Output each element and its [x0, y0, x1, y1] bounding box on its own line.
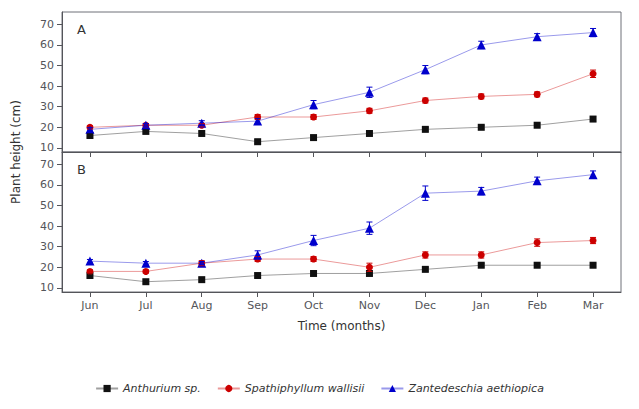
svg-text:50: 50: [40, 199, 54, 212]
svg-text:30: 30: [40, 100, 54, 113]
svg-text:70: 70: [40, 18, 54, 31]
svg-text:60: 60: [40, 38, 54, 51]
svg-text:40: 40: [40, 80, 54, 93]
svg-text:Nov: Nov: [359, 299, 381, 312]
svg-text:Jun: Jun: [80, 299, 98, 312]
svg-text:Time (months): Time (months): [297, 319, 386, 333]
svg-text:20: 20: [40, 121, 54, 134]
svg-text:Mar: Mar: [583, 299, 604, 312]
svg-text:Sep: Sep: [247, 299, 268, 312]
svg-text:B: B: [77, 162, 86, 177]
svg-text:Oct: Oct: [304, 299, 324, 312]
svg-text:Jul: Jul: [138, 299, 152, 312]
svg-text:Anthurium sp.: Anthurium sp.: [122, 382, 201, 395]
svg-text:40: 40: [40, 220, 54, 233]
svg-text:Dec: Dec: [415, 299, 436, 312]
svg-text:Jan: Jan: [472, 299, 490, 312]
svg-text:70: 70: [40, 158, 54, 171]
svg-text:50: 50: [40, 59, 54, 72]
svg-text:30: 30: [40, 240, 54, 253]
svg-text:10: 10: [40, 281, 54, 294]
svg-text:60: 60: [40, 178, 54, 191]
svg-text:Spathiphyllum wallisii: Spathiphyllum wallisii: [245, 382, 365, 395]
svg-text:Zantedeschia aethiopica: Zantedeschia aethiopica: [407, 382, 544, 395]
svg-text:A: A: [77, 22, 86, 37]
svg-text:Plant height (cm): Plant height (cm): [9, 100, 23, 204]
svg-text:Aug: Aug: [191, 299, 212, 312]
svg-text:Feb: Feb: [527, 299, 546, 312]
svg-text:10: 10: [40, 141, 54, 154]
svg-text:20: 20: [40, 261, 54, 274]
